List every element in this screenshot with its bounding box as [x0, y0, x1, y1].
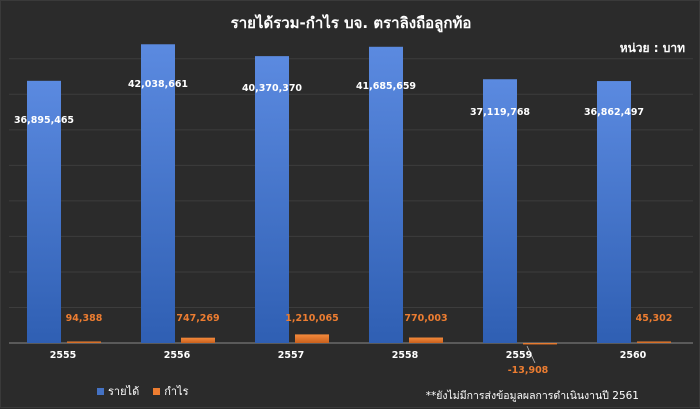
legend-item-profit: กำไร [153, 382, 189, 400]
revenue-bar-2559 [483, 79, 517, 343]
revenue-data-label: 37,119,768 [470, 107, 530, 118]
profit-data-label: 770,003 [404, 313, 447, 324]
unit-label: หน่วย : บาท [619, 41, 685, 55]
legend-item-revenue: รายได้ [97, 382, 139, 400]
revenue-bar-2560 [597, 81, 631, 343]
x-tick-label: 2558 [392, 350, 419, 361]
x-tick-label: 2560 [620, 350, 647, 361]
x-tick-label: 2555 [50, 350, 76, 361]
profit-data-label: 747,269 [176, 313, 219, 324]
revenue-bar-2556 [141, 44, 175, 343]
x-tick-label: 2556 [164, 350, 191, 361]
profit-bar-2555 [67, 341, 101, 343]
profit-bar-2559 [523, 343, 557, 345]
revenue-data-label: 36,862,497 [584, 107, 644, 118]
profit-bar-2560 [637, 341, 671, 343]
profit-bar-2557 [295, 334, 329, 343]
revenue-bar-2555 [27, 80, 61, 343]
x-tick-label: 2559 [506, 350, 532, 361]
profit-bar-2556 [181, 337, 215, 343]
profit-data-label: 45,302 [636, 313, 673, 324]
profit-bar-2558 [409, 337, 443, 343]
profit-data-label: 1,210,065 [285, 313, 339, 324]
profit-data-label: 94,388 [66, 313, 103, 324]
revenue-bar-2557 [255, 56, 289, 343]
legend-swatch-revenue [97, 387, 104, 395]
footnote: **ยังไม่มีการส่งข้อมูลผลการดำเนินงานปี 2… [425, 390, 639, 402]
revenue-data-label: 41,685,659 [356, 81, 416, 92]
legend-swatch-profit [153, 387, 161, 395]
chart-title: รายได้รวม-กำไร บจ. ตราลิงถือลูกท้อ [230, 14, 472, 32]
profit-leader-line [526, 345, 536, 364]
profit-data-label: -13,908 [508, 365, 549, 376]
legend: รายได้ กำไร [97, 382, 189, 400]
x-tick-label: 2557 [278, 350, 304, 361]
revenue-bar-2558 [369, 46, 403, 343]
revenue-data-label: 40,370,370 [242, 83, 302, 94]
legend-label-revenue: รายได้ [108, 385, 140, 398]
revenue-data-label: 42,038,661 [128, 79, 188, 90]
revenue-data-label: 36,895,465 [14, 115, 74, 126]
legend-label-profit: กำไร [164, 385, 189, 398]
